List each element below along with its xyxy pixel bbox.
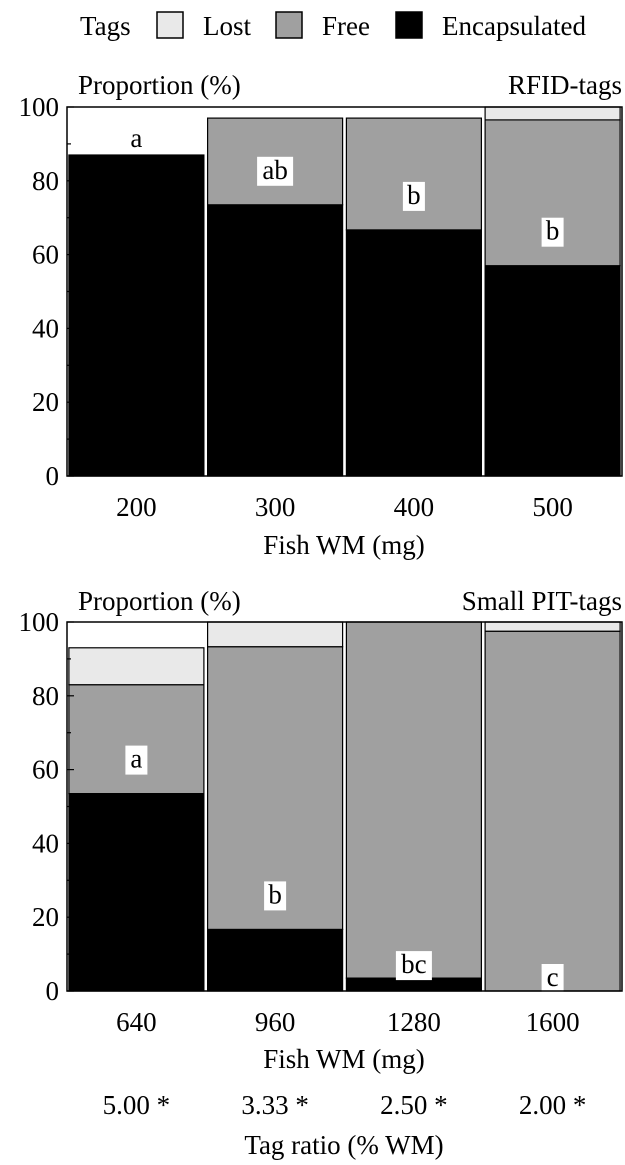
panel-pit-yaxis: 0 20 40 60 80 100: [19, 607, 74, 1006]
x-tick-label-500: 500: [532, 492, 573, 522]
y-tick-label-40: 40: [32, 828, 59, 858]
panel-rfid-xlabel: Fish WM (mg): [263, 530, 425, 560]
panel-pit-annotations: a b bc c: [125, 744, 564, 993]
x-tick-label-300: 300: [255, 492, 296, 522]
panel-rfid-yaxis: 0 20 40 60 80 100: [19, 92, 74, 491]
annotation-1280: bc: [401, 949, 427, 979]
bar-encapsulated-300: [207, 204, 344, 477]
y-tick-label-20: 20: [32, 387, 59, 417]
annotation-300: ab: [262, 155, 287, 185]
legend-label-lost: Lost: [203, 11, 252, 41]
panel-rfid-title: RFID-tags: [508, 70, 622, 100]
annotation-bg-640: [125, 745, 148, 775]
tag-ratio-1600: 2.00 *: [519, 1090, 587, 1120]
bar-encapsulated-960: [207, 928, 344, 992]
bar-encapsulated-200: [68, 154, 205, 477]
bar-lost-640: [68, 647, 205, 686]
legend-title: Tags: [80, 11, 131, 41]
y-tick-label-60: 60: [32, 240, 59, 270]
y-tick-label-0: 0: [46, 461, 60, 491]
y-tick-label-100: 100: [19, 92, 60, 122]
bar-lost-500: [484, 106, 621, 121]
tag-ratio-row: 5.00 * 3.33 * 2.50 * 2.00 *: [103, 1090, 587, 1120]
bar-encapsulated-640: [68, 792, 205, 992]
annotation-bg-1600: [541, 964, 564, 993]
panel-rfid-xticks: 200 300 400 500: [116, 492, 573, 522]
panel-pit-bars: [68, 621, 621, 992]
panel-pit: Proportion (%) Small PIT-tags a b bc c 0 20 4…: [19, 586, 623, 1160]
legend-swatch-free: [275, 11, 303, 39]
annotation-bg-1280: [395, 951, 432, 981]
x-tick-label-640: 640: [116, 1007, 157, 1037]
panel-rfid-annotations: a ab b b: [130, 123, 564, 247]
annotation-400: b: [407, 180, 421, 210]
tag-ratio-960: 3.33 *: [241, 1090, 309, 1120]
legend: Tags Lost Free Encapsulated: [80, 11, 586, 41]
panel-pit-xlabel: Fish WM (mg): [263, 1044, 425, 1074]
x-tick-label-200: 200: [116, 492, 157, 522]
annotation-960: b: [268, 879, 282, 909]
panel-pit-xticks: 640 960 1280 1600: [116, 1007, 579, 1037]
annotation-bg-400: [402, 181, 425, 211]
x-tick-label-400: 400: [394, 492, 435, 522]
tag-ratio-label: Tag ratio (% WM): [244, 1130, 443, 1160]
annotation-bg-960: [264, 881, 287, 911]
annotation-bg-500: [541, 217, 564, 247]
panel-rfid-ylabel: Proportion (%): [78, 70, 241, 100]
y-tick-label-40: 40: [32, 313, 59, 343]
bar-lost-960: [207, 621, 344, 648]
x-tick-label-1280: 1280: [387, 1007, 441, 1037]
y-tick-label-80: 80: [32, 681, 59, 711]
legend-label-encapsulated: Encapsulated: [442, 11, 586, 41]
annotation-500: b: [546, 216, 560, 246]
x-tick-label-1600: 1600: [526, 1007, 580, 1037]
legend-swatch-lost: [156, 11, 184, 39]
bar-lost-1600: [484, 621, 621, 632]
y-tick-label-60: 60: [32, 755, 59, 785]
tag-ratio-640: 5.00 *: [103, 1090, 171, 1120]
panel-pit-title: Small PIT-tags: [462, 586, 622, 616]
bar-encapsulated-400: [345, 229, 482, 477]
bar-free-1280: [345, 621, 482, 979]
panel-pit-ylabel: Proportion (%): [78, 586, 241, 616]
y-tick-label-80: 80: [32, 166, 59, 196]
x-tick-label-960: 960: [255, 1007, 296, 1037]
y-tick-label-100: 100: [19, 607, 60, 637]
annotation-200: a: [130, 123, 142, 153]
y-tick-label-0: 0: [46, 976, 60, 1006]
bar-free-640: [68, 684, 205, 795]
y-tick-label-20: 20: [32, 902, 59, 932]
bar-encapsulated-500: [484, 265, 621, 477]
panel-rfid-bars: [68, 106, 621, 477]
tag-ratio-1280: 2.50 *: [380, 1090, 448, 1120]
panel-rfid: Proportion (%) RFID-tags a ab b b 0 20 40 60 80…: [19, 70, 623, 560]
bar-free-400: [345, 117, 482, 231]
bar-free-1600: [484, 630, 621, 992]
annotation-640: a: [130, 744, 142, 774]
annotation-bg-300: [257, 156, 294, 186]
legend-swatch-encapsulated: [395, 11, 423, 39]
legend-label-free: Free: [322, 11, 370, 41]
annotation-1600: c: [547, 962, 559, 992]
